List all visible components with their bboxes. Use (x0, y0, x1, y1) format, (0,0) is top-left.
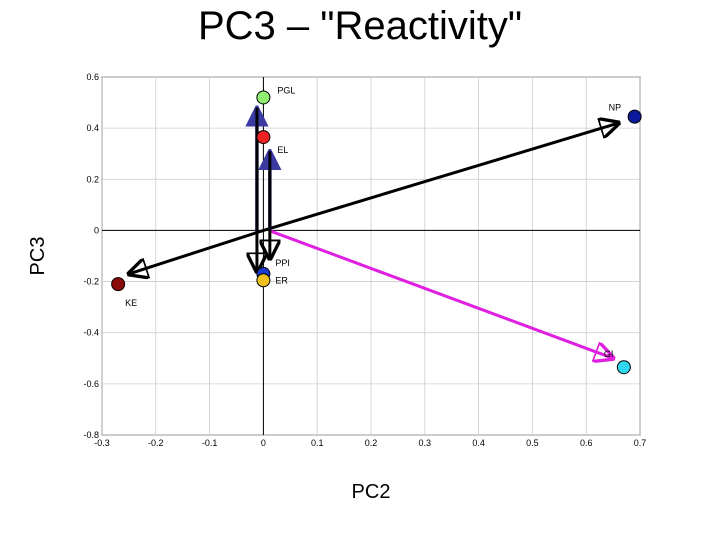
y-tick-label: -0.8 (83, 430, 99, 440)
point-ke (111, 277, 126, 292)
x-tick-label: -0.1 (202, 438, 218, 448)
vector-arrow (268, 229, 613, 358)
x-tick-label: 0.1 (311, 438, 324, 448)
point-label-er: ER (275, 275, 288, 285)
y-axis-label: PC3 (27, 237, 49, 276)
x-axis-label: PC2 (352, 481, 391, 503)
x-tick-label: 0.7 (634, 438, 647, 448)
point-label-gi: GI (604, 349, 614, 359)
y-tick-label: -0.2 (83, 277, 99, 287)
y-tick-label: 0.6 (86, 72, 99, 82)
x-tick-label: 0.2 (365, 438, 378, 448)
point-label-pgl: PGL (277, 85, 295, 95)
x-tick-label: 0.6 (580, 438, 593, 448)
point-label-np: NP (609, 103, 622, 113)
y-tick-label: 0.4 (86, 123, 99, 133)
point-label-el: EL (277, 145, 288, 155)
y-tick-labels: -0.8 -0.6 -0.4 -0.2 0 0.2 0.4 0.6 (83, 72, 99, 440)
point-np (627, 109, 642, 124)
x-tick-label: -0.2 (148, 438, 164, 448)
x-tick-label: 0 (261, 438, 266, 448)
vectors (129, 108, 619, 359)
point-gi (616, 360, 631, 375)
vector-arrow (262, 123, 618, 232)
point-el (256, 130, 271, 145)
slide-title: PC3 – "Reactivity" (197, 4, 523, 48)
point-label-ke: KE (125, 298, 137, 308)
y-tick-label: 0 (94, 225, 99, 235)
points: PGL EL NP PPI ER KE GI (111, 85, 642, 375)
x-tick-label: 0.3 (419, 438, 432, 448)
y-tick-label: -0.4 (83, 328, 99, 338)
y-tick-label: -0.6 (83, 379, 99, 389)
point-er (256, 273, 271, 288)
vector-arrow (129, 229, 264, 273)
point-label-ppi: PPI (275, 258, 290, 268)
x-tick-label: 0.5 (526, 438, 539, 448)
y-tick-label: 0.2 (86, 174, 99, 184)
x-tick-label: -0.3 (94, 438, 110, 448)
x-tick-label: 0.4 (472, 438, 485, 448)
x-tick-labels: -0.3 -0.2 -0.1 0 0.1 0.2 0.3 0.4 0.5 0.6 0.7 (94, 438, 646, 448)
point-pgl (256, 90, 271, 105)
